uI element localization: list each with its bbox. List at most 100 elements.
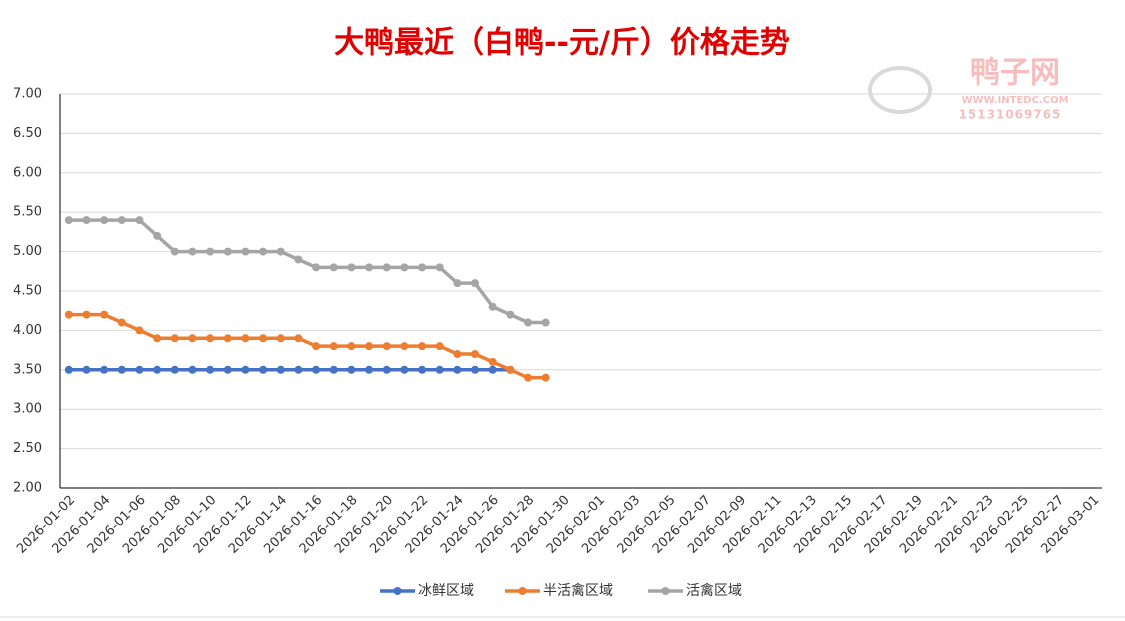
point — [347, 365, 356, 374]
point — [100, 216, 109, 225]
point — [365, 263, 374, 272]
point — [153, 231, 162, 240]
point — [135, 326, 144, 335]
point — [329, 365, 338, 374]
point — [329, 263, 338, 272]
point — [100, 310, 109, 319]
point — [170, 365, 179, 374]
watermark-phone: 15131069765 — [959, 108, 1062, 122]
point — [276, 247, 285, 256]
point — [400, 365, 409, 374]
point — [329, 342, 338, 351]
y-tick-label: 4.50 — [13, 284, 42, 299]
point — [453, 279, 462, 288]
point — [453, 365, 462, 374]
point — [488, 302, 497, 311]
point — [400, 342, 409, 351]
point — [241, 365, 250, 374]
y-tick-label: 5.00 — [13, 244, 42, 259]
point — [294, 255, 303, 264]
point — [241, 247, 250, 256]
legend-label: 活禽区域 — [686, 582, 742, 599]
point — [170, 334, 179, 343]
point — [524, 373, 533, 382]
point — [82, 216, 91, 225]
point — [153, 365, 162, 374]
legend-label: 冰鲜区域 — [418, 583, 474, 599]
point — [259, 365, 268, 374]
point — [64, 216, 73, 225]
point — [223, 365, 232, 374]
y-tick-label: 2.00 — [13, 481, 42, 496]
y-tick-label: 2.50 — [13, 441, 42, 456]
point — [100, 365, 109, 374]
legend-marker — [661, 587, 670, 595]
y-tick-label: 6.50 — [13, 126, 42, 141]
point — [294, 334, 303, 343]
point — [241, 334, 250, 343]
point — [347, 342, 356, 351]
point — [206, 365, 215, 374]
watermark-url: WWW.INTEDC.COM — [961, 95, 1068, 106]
point — [117, 365, 126, 374]
point — [435, 263, 444, 272]
watermark: 鸭子网 WWW.INTEDC.COM 15131069765 — [868, 56, 1069, 122]
point — [82, 365, 91, 374]
point — [188, 334, 197, 343]
point — [506, 310, 515, 319]
point — [312, 342, 321, 351]
point — [471, 279, 480, 288]
point — [170, 247, 179, 256]
point — [418, 342, 427, 351]
point — [188, 365, 197, 374]
point — [541, 373, 550, 382]
y-tick-label: 3.00 — [13, 402, 42, 417]
point — [506, 365, 515, 374]
legend-marker — [393, 587, 402, 595]
point — [276, 365, 285, 374]
point — [206, 334, 215, 343]
point — [223, 334, 232, 343]
chart-title: 大鸭最近（白鸭--元/斤）价格走势 — [334, 26, 790, 61]
point — [206, 247, 215, 256]
point — [64, 310, 73, 319]
point — [276, 334, 285, 343]
point — [82, 310, 91, 319]
point — [435, 365, 444, 374]
point — [223, 247, 232, 256]
watermark-logo — [868, 66, 932, 114]
point — [365, 365, 374, 374]
point — [488, 357, 497, 366]
y-tick-label: 6.00 — [13, 165, 42, 180]
point — [418, 263, 427, 272]
point — [312, 263, 321, 272]
watermark-name: 鸭子网 — [970, 56, 1060, 91]
point — [488, 365, 497, 374]
series-line — [68, 218, 546, 325]
point — [471, 365, 480, 374]
point — [294, 365, 303, 374]
point — [188, 247, 197, 256]
legend-label: 半活禽区域 — [543, 582, 613, 599]
point — [153, 334, 162, 343]
y-tick-label: 4.00 — [13, 323, 42, 338]
y-tick-label: 5.50 — [13, 205, 42, 220]
legend-marker — [518, 587, 527, 595]
point — [312, 365, 321, 374]
point — [524, 318, 533, 327]
point — [418, 365, 427, 374]
point — [347, 263, 356, 272]
point — [382, 365, 391, 374]
point — [365, 342, 374, 351]
point — [382, 263, 391, 272]
point — [435, 342, 444, 351]
point — [541, 318, 550, 327]
y-tick-label: 7.00 — [13, 87, 42, 102]
point — [135, 216, 144, 225]
point — [64, 365, 73, 374]
point — [471, 350, 480, 359]
series-line — [68, 312, 546, 380]
point — [135, 365, 144, 374]
point — [259, 247, 268, 256]
